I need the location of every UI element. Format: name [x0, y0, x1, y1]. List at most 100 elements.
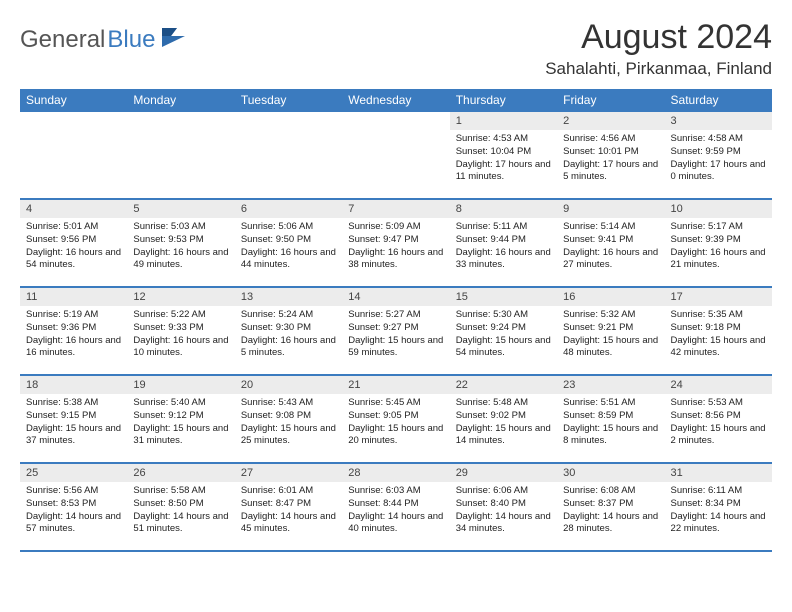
daylight-text: Daylight: 16 hours and 10 minutes. — [133, 335, 228, 361]
calendar-cell: 1Sunrise: 4:53 AMSunset: 10:04 PMDayligh… — [450, 112, 557, 198]
day-details: Sunrise: 5:45 AMSunset: 9:05 PMDaylight:… — [342, 394, 449, 452]
calendar-cell: 30Sunrise: 6:08 AMSunset: 8:37 PMDayligh… — [557, 464, 664, 550]
location-label: Sahalahti, Pirkanmaa, Finland — [545, 59, 772, 79]
calendar-cell: 13Sunrise: 5:24 AMSunset: 9:30 PMDayligh… — [235, 288, 342, 374]
day-number: 14 — [342, 288, 449, 306]
day-details: Sunrise: 4:53 AMSunset: 10:04 PMDaylight… — [450, 130, 557, 188]
sunrise-text: Sunrise: 5:40 AM — [133, 397, 228, 410]
daylight-text: Daylight: 15 hours and 8 minutes. — [563, 423, 658, 449]
sunset-text: Sunset: 9:08 PM — [241, 410, 336, 423]
sunset-text: Sunset: 9:21 PM — [563, 322, 658, 335]
day-number: 28 — [342, 464, 449, 482]
calendar-cell: 23Sunrise: 5:51 AMSunset: 8:59 PMDayligh… — [557, 376, 664, 462]
calendar-header-row: SundayMondayTuesdayWednesdayThursdayFrid… — [20, 89, 772, 111]
day-number: 30 — [557, 464, 664, 482]
day-header: Friday — [557, 89, 664, 111]
sunrise-text: Sunrise: 5:35 AM — [671, 309, 766, 322]
sunrise-text: Sunrise: 5:58 AM — [133, 485, 228, 498]
daylight-text: Daylight: 14 hours and 40 minutes. — [348, 511, 443, 537]
calendar-cell — [342, 112, 449, 198]
calendar-cell: 28Sunrise: 6:03 AMSunset: 8:44 PMDayligh… — [342, 464, 449, 550]
daylight-text: Daylight: 16 hours and 54 minutes. — [26, 247, 121, 273]
sunrise-text: Sunrise: 5:56 AM — [26, 485, 121, 498]
sunset-text: Sunset: 8:34 PM — [671, 498, 766, 511]
day-number: 11 — [20, 288, 127, 306]
day-number: 18 — [20, 376, 127, 394]
daylight-text: Daylight: 14 hours and 51 minutes. — [133, 511, 228, 537]
daylight-text: Daylight: 14 hours and 57 minutes. — [26, 511, 121, 537]
sunset-text: Sunset: 8:53 PM — [26, 498, 121, 511]
calendar-cell: 29Sunrise: 6:06 AMSunset: 8:40 PMDayligh… — [450, 464, 557, 550]
sunrise-text: Sunrise: 5:19 AM — [26, 309, 121, 322]
day-number — [127, 112, 234, 130]
calendar-cell: 4Sunrise: 5:01 AMSunset: 9:56 PMDaylight… — [20, 200, 127, 286]
day-details: Sunrise: 5:22 AMSunset: 9:33 PMDaylight:… — [127, 306, 234, 364]
sunset-text: Sunset: 9:05 PM — [348, 410, 443, 423]
sunrise-text: Sunrise: 5:17 AM — [671, 221, 766, 234]
day-details: Sunrise: 5:38 AMSunset: 9:15 PMDaylight:… — [20, 394, 127, 452]
day-details: Sunrise: 5:48 AMSunset: 9:02 PMDaylight:… — [450, 394, 557, 452]
day-number: 17 — [665, 288, 772, 306]
sunrise-text: Sunrise: 5:43 AM — [241, 397, 336, 410]
daylight-text: Daylight: 16 hours and 21 minutes. — [671, 247, 766, 273]
daylight-text: Daylight: 15 hours and 25 minutes. — [241, 423, 336, 449]
sunset-text: Sunset: 9:24 PM — [456, 322, 551, 335]
sunrise-text: Sunrise: 4:58 AM — [671, 133, 766, 146]
daylight-text: Daylight: 15 hours and 20 minutes. — [348, 423, 443, 449]
sunrise-text: Sunrise: 5:14 AM — [563, 221, 658, 234]
sunrise-text: Sunrise: 5:51 AM — [563, 397, 658, 410]
sunset-text: Sunset: 8:50 PM — [133, 498, 228, 511]
calendar-row: 18Sunrise: 5:38 AMSunset: 9:15 PMDayligh… — [20, 376, 772, 464]
day-number: 26 — [127, 464, 234, 482]
calendar-row: 25Sunrise: 5:56 AMSunset: 8:53 PMDayligh… — [20, 464, 772, 552]
sunset-text: Sunset: 8:40 PM — [456, 498, 551, 511]
day-number: 25 — [20, 464, 127, 482]
sunset-text: Sunset: 8:44 PM — [348, 498, 443, 511]
logo-flag-icon — [161, 26, 187, 48]
calendar-cell: 20 Sunrise: 5:43 AMSunset: 9:08 PMDayligh… — [235, 376, 342, 462]
calendar-cell: 8Sunrise: 5:11 AMSunset: 9:44 PMDaylight… — [450, 200, 557, 286]
sunrise-text: Sunrise: 6:08 AM — [563, 485, 658, 498]
daylight-text: Daylight: 17 hours and 0 minutes. — [671, 159, 766, 185]
sunset-text: Sunset: 10:01 PM — [563, 146, 658, 159]
day-details: Sunrise: 6:08 AMSunset: 8:37 PMDaylight:… — [557, 482, 664, 540]
calendar-cell: 3Sunrise: 4:58 AMSunset: 9:59 PMDaylight… — [665, 112, 772, 198]
day-number: 16 — [557, 288, 664, 306]
sunrise-text: Sunrise: 5:11 AM — [456, 221, 551, 234]
calendar-row: 11Sunrise: 5:19 AMSunset: 9:36 PMDayligh… — [20, 288, 772, 376]
sunset-text: Sunset: 10:04 PM — [456, 146, 551, 159]
sunset-text: Sunset: 8:37 PM — [563, 498, 658, 511]
daylight-text: Daylight: 15 hours and 37 minutes. — [26, 423, 121, 449]
day-number: 3 — [665, 112, 772, 130]
sunrise-text: Sunrise: 5:27 AM — [348, 309, 443, 322]
day-number: 5 — [127, 200, 234, 218]
calendar-cell — [127, 112, 234, 198]
sunrise-text: Sunrise: 5:48 AM — [456, 397, 551, 410]
day-details: Sunrise: 6:03 AMSunset: 8:44 PMDaylight:… — [342, 482, 449, 540]
calendar-cell: 16Sunrise: 5:32 AMSunset: 9:21 PMDayligh… — [557, 288, 664, 374]
calendar-row: 4Sunrise: 5:01 AMSunset: 9:56 PMDaylight… — [20, 200, 772, 288]
daylight-text: Daylight: 14 hours and 22 minutes. — [671, 511, 766, 537]
day-details: Sunrise: 5:32 AMSunset: 9:21 PMDaylight:… — [557, 306, 664, 364]
day-number: 20 — [235, 376, 342, 394]
day-details: Sunrise: 5:03 AMSunset: 9:53 PMDaylight:… — [127, 218, 234, 276]
sunset-text: Sunset: 9:56 PM — [26, 234, 121, 247]
sunrise-text: Sunrise: 5:06 AM — [241, 221, 336, 234]
sunset-text: Sunset: 8:47 PM — [241, 498, 336, 511]
sunset-text: Sunset: 8:59 PM — [563, 410, 658, 423]
day-details: Sunrise: 5:58 AMSunset: 8:50 PMDaylight:… — [127, 482, 234, 540]
day-details: Sunrise: 5:56 AMSunset: 8:53 PMDaylight:… — [20, 482, 127, 540]
page-header: GeneralBlue August 2024 Sahalahti, Pirka… — [20, 18, 772, 79]
day-header: Wednesday — [342, 89, 449, 111]
day-details: Sunrise: 5:40 AMSunset: 9:12 PMDaylight:… — [127, 394, 234, 452]
day-number: 6 — [235, 200, 342, 218]
sunrise-text: Sunrise: 5:38 AM — [26, 397, 121, 410]
calendar-cell: 5Sunrise: 5:03 AMSunset: 9:53 PMDaylight… — [127, 200, 234, 286]
sunset-text: Sunset: 9:02 PM — [456, 410, 551, 423]
calendar-cell: 31Sunrise: 6:11 AMSunset: 8:34 PMDayligh… — [665, 464, 772, 550]
calendar-cell: 14Sunrise: 5:27 AMSunset: 9:27 PMDayligh… — [342, 288, 449, 374]
calendar-cell: 6Sunrise: 5:06 AMSunset: 9:50 PMDaylight… — [235, 200, 342, 286]
day-number — [20, 112, 127, 130]
sunrise-text: Sunrise: 5:53 AM — [671, 397, 766, 410]
daylight-text: Daylight: 16 hours and 27 minutes. — [563, 247, 658, 273]
